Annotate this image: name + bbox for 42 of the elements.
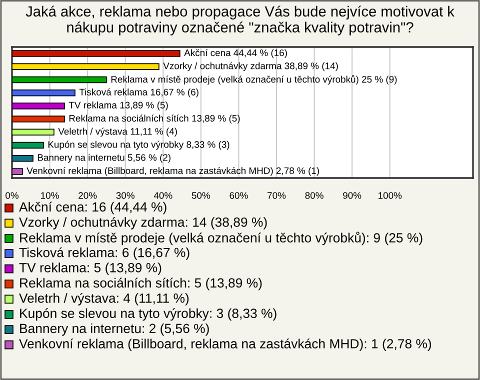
data-label: Akční cena 44,44 % (16) — [184, 49, 287, 58]
text: Venkovní reklama (Billboard, reklama na zastávkách MHD): 1 (2,78 %) — [19, 338, 432, 352]
bar — [12, 63, 160, 70]
text: Vzorky / ochutnávky zdarma: 14 (38,89 %) — [19, 216, 267, 230]
data-label: Reklama na sociálních sítích 13,89 % (5) — [69, 114, 240, 124]
data-label: Vzorky / ochutnávky zdarma 38,89 % (14) — [163, 62, 338, 72]
x-tick-label: 50% — [192, 192, 210, 199]
x-tick-label: 60% — [230, 192, 248, 199]
text: Reklama v místě prodeje (velká označení u těchto výrobků): 9 (25 %) — [20, 232, 422, 246]
text: Akční cena: 16 (44,44 %) — [19, 202, 166, 214]
bar — [12, 116, 65, 122]
data-label: Reklama v místě prodeje (velká označení u těchto výrobků) 25 % (9) — [111, 74, 397, 85]
data-label: Tisková reklama 16,67 % (6) — [79, 88, 198, 98]
data-label: TV reklama 13,89 % (5) — [68, 102, 168, 110]
text: TV reklama: 5 (13,89 %) — [19, 262, 162, 275]
x-tick-label: 10% — [41, 192, 59, 199]
data-label: Bannery na internetu 5,56 % (2) — [38, 154, 170, 163]
bar — [12, 76, 107, 84]
data-label: Venkovní reklama (Billboard, reklama na zastávkách MHD) 2,78 % (1) — [26, 166, 319, 176]
bar — [12, 89, 76, 96]
chart-title: Jaká akce, reklama nebo propagace Vás bude nejvíce motivovat k nákupu potraviny označené "značka kvality potravin"? — [26, 6, 454, 36]
data-label: Kupón se slevou na tyto výrobky 8,33 % (3) — [48, 140, 230, 150]
text: Kupón se slevou na tyto výrobky: 3 (8,33 %) — [20, 308, 276, 321]
x-tick-label: 0% — [6, 192, 18, 199]
x-tick-label: 90% — [343, 192, 362, 199]
bar — [12, 102, 65, 110]
x-tick-label: 100% — [378, 192, 402, 199]
x-tick-label: 70% — [268, 192, 286, 199]
bar — [12, 168, 23, 175]
text: Reklama na sociálních sítích: 5 (13,89 %) — [20, 278, 262, 290]
bar — [12, 142, 44, 149]
bar — [12, 154, 34, 162]
x-tick-label: 30% — [116, 192, 134, 199]
text: Veletrh / výstava: 4 (11,11 %) — [19, 292, 189, 306]
x-tick-label: 40% — [154, 192, 172, 199]
data-label: Veletrh / výstava 11,11 % (4) — [58, 128, 177, 137]
bar — [12, 128, 54, 136]
x-tick-label: 20% — [78, 192, 97, 199]
bar — [12, 50, 180, 57]
x-tick-label: 80% — [305, 192, 324, 199]
text: Bannery na internetu: 2 (5,56 %) — [20, 323, 209, 336]
text: Tisková reklama: 6 (16,67 %) — [19, 247, 190, 260]
